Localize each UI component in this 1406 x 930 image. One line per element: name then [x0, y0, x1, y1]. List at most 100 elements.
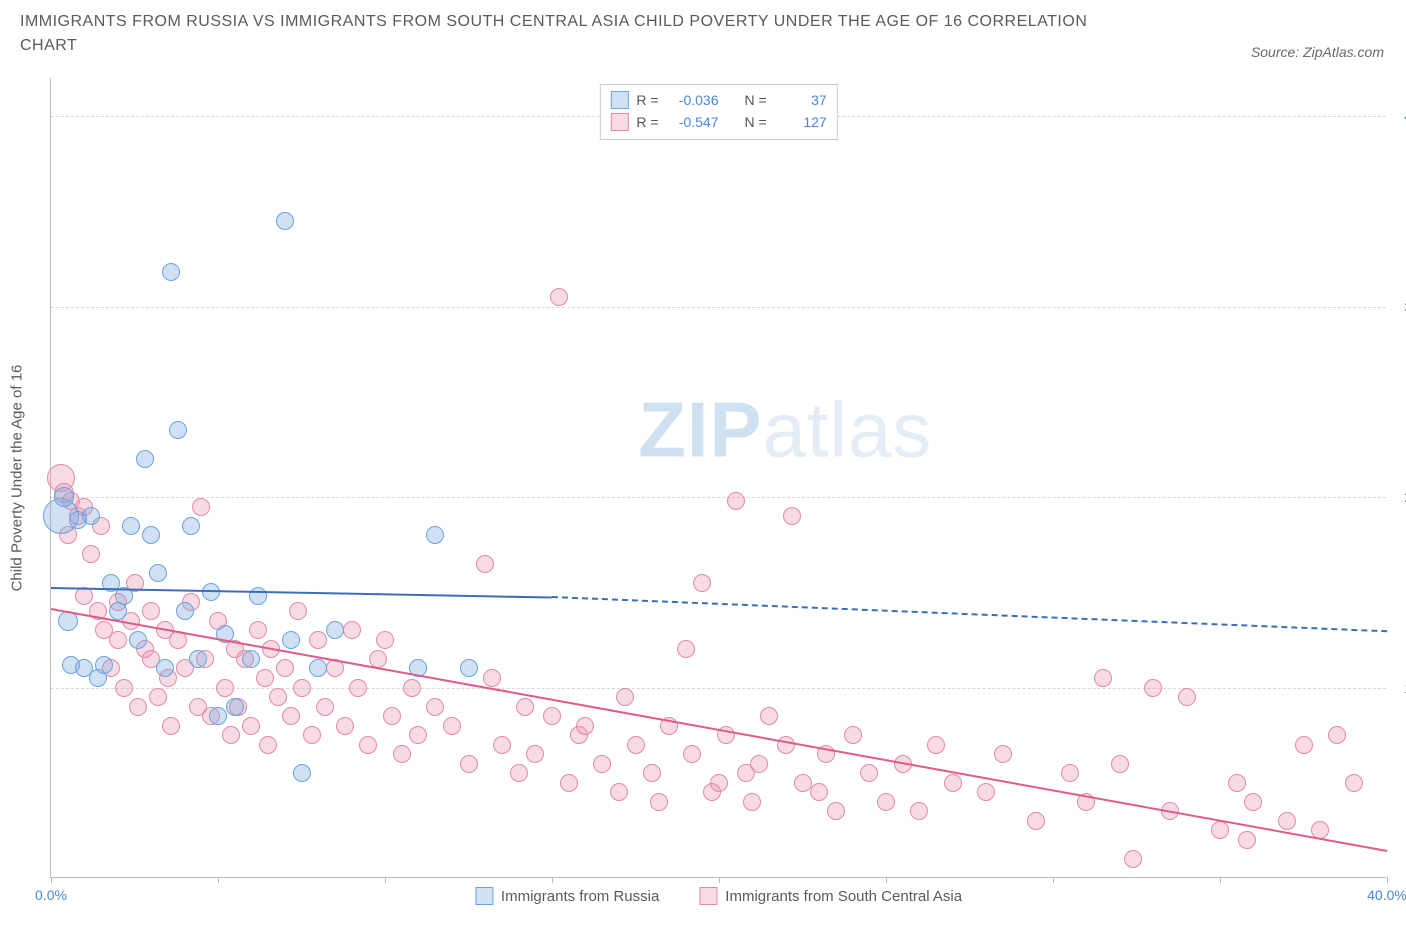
scatter-point-sca	[683, 745, 701, 763]
y-tick-label: 40.0%	[1394, 108, 1406, 124]
source-label: Source: ZipAtlas.com	[1251, 44, 1384, 60]
scatter-point-sca	[610, 783, 628, 801]
x-tick-mark	[385, 877, 386, 883]
scatter-point-sca	[810, 783, 828, 801]
scatter-point-sca	[576, 717, 594, 735]
scatter-point-sca	[256, 669, 274, 687]
scatter-point-sca	[75, 587, 93, 605]
legend-n-label: N =	[745, 92, 767, 108]
scatter-point-sca	[693, 574, 711, 592]
scatter-point-sca	[289, 602, 307, 620]
scatter-point-sca	[376, 631, 394, 649]
scatter-point-sca	[493, 736, 511, 754]
legend-swatch-russia	[610, 91, 628, 109]
scatter-point-sca	[443, 717, 461, 735]
scatter-point-sca	[1295, 736, 1313, 754]
scatter-point-sca	[1211, 821, 1229, 839]
legend-n-value-sca: 127	[775, 114, 827, 130]
scatter-point-sca	[910, 802, 928, 820]
scatter-point-sca	[409, 726, 427, 744]
legend-stats-row-russia: R =-0.036N =37	[610, 89, 826, 111]
scatter-point-russia	[156, 659, 174, 677]
y-tick-label: 10.0%	[1394, 680, 1406, 696]
scatter-point-sca	[516, 698, 534, 716]
scatter-point-russia	[162, 263, 180, 281]
scatter-point-sca	[650, 793, 668, 811]
scatter-point-russia	[82, 507, 100, 525]
scatter-point-sca	[1244, 793, 1262, 811]
scatter-point-russia	[189, 650, 207, 668]
scatter-point-sca	[677, 640, 695, 658]
scatter-point-sca	[944, 774, 962, 792]
scatter-point-russia	[282, 631, 300, 649]
scatter-point-sca	[510, 764, 528, 782]
scatter-point-sca	[293, 679, 311, 697]
scatter-point-russia	[129, 631, 147, 649]
scatter-point-russia	[226, 698, 244, 716]
legend-item-sca: Immigrants from South Central Asia	[699, 887, 962, 905]
scatter-point-russia	[95, 656, 113, 674]
legend-label-russia: Immigrants from Russia	[501, 888, 659, 905]
scatter-point-russia	[326, 621, 344, 639]
legend-n-value-russia: 37	[775, 92, 827, 108]
scatter-point-sca	[316, 698, 334, 716]
scatter-point-sca	[303, 726, 321, 744]
legend-swatch-sca	[699, 887, 717, 905]
scatter-point-sca	[1238, 831, 1256, 849]
scatter-point-sca	[927, 736, 945, 754]
x-tick-label: 0.0%	[35, 887, 67, 903]
scatter-point-sca	[192, 498, 210, 516]
legend-n-label: N =	[745, 114, 767, 130]
scatter-point-sca	[627, 736, 645, 754]
scatter-point-sca	[794, 774, 812, 792]
scatter-point-sca	[1278, 812, 1296, 830]
legend-stats-row-sca: R =-0.547N =127	[610, 111, 826, 133]
x-tick-label: 40.0%	[1367, 887, 1406, 903]
scatter-point-sca	[616, 688, 634, 706]
legend-label-sca: Immigrants from South Central Asia	[725, 888, 962, 905]
legend-r-label: R =	[636, 114, 658, 130]
scatter-point-russia	[169, 421, 187, 439]
scatter-point-sca	[1111, 755, 1129, 773]
legend-swatch-russia	[475, 887, 493, 905]
y-tick-label: 20.0%	[1394, 489, 1406, 505]
scatter-point-sca	[149, 688, 167, 706]
legend-r-value-russia: -0.036	[667, 92, 719, 108]
x-tick-mark	[1387, 877, 1388, 883]
scatter-point-sca	[276, 659, 294, 677]
scatter-point-sca	[593, 755, 611, 773]
scatter-point-russia	[176, 602, 194, 620]
scatter-point-sca	[994, 745, 1012, 763]
scatter-point-sca	[109, 631, 127, 649]
scatter-point-sca	[483, 669, 501, 687]
scatter-point-sca	[343, 621, 361, 639]
watermark-part1: ZIP	[638, 384, 762, 475]
scatter-point-sca	[750, 755, 768, 773]
grid-line	[51, 307, 1386, 308]
scatter-point-sca	[877, 793, 895, 811]
scatter-point-sca	[242, 717, 260, 735]
scatter-point-sca	[643, 764, 661, 782]
scatter-point-sca	[129, 698, 147, 716]
scatter-point-russia	[202, 583, 220, 601]
scatter-point-sca	[1328, 726, 1346, 744]
scatter-point-sca	[977, 783, 995, 801]
scatter-point-sca	[269, 688, 287, 706]
scatter-point-russia	[293, 764, 311, 782]
scatter-point-sca	[783, 507, 801, 525]
scatter-point-sca	[526, 745, 544, 763]
scatter-point-sca	[476, 555, 494, 573]
scatter-point-russia	[276, 212, 294, 230]
scatter-point-russia	[249, 587, 267, 605]
scatter-point-russia	[426, 526, 444, 544]
scatter-point-sca	[336, 717, 354, 735]
scatter-point-russia	[242, 650, 260, 668]
scatter-point-sca	[259, 736, 277, 754]
scatter-point-sca	[550, 288, 568, 306]
scatter-point-sca	[282, 707, 300, 725]
x-tick-mark	[51, 877, 52, 883]
scatter-point-sca	[393, 745, 411, 763]
scatter-point-sca	[216, 679, 234, 697]
scatter-point-sca	[359, 736, 377, 754]
scatter-point-russia	[209, 707, 227, 725]
